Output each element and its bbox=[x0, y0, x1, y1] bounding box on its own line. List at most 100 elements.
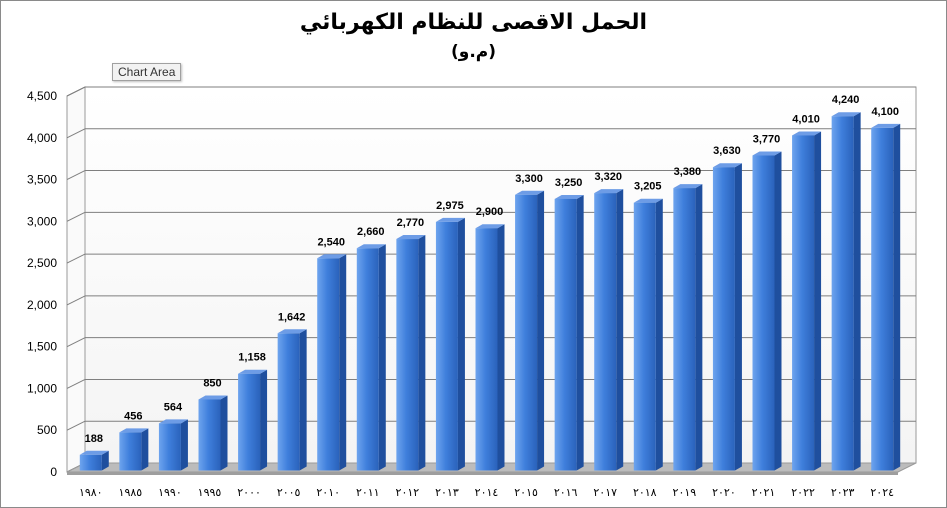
data-label: 3,770 bbox=[753, 133, 781, 145]
bar-front bbox=[356, 248, 379, 471]
gridline-diag bbox=[66, 211, 86, 222]
x-tick-label: ٢٠١٤ bbox=[475, 486, 499, 499]
x-tick-label: ٢٠٢٢ bbox=[791, 486, 815, 499]
x-tick-label: ١٩٩٠ bbox=[158, 486, 182, 499]
x-axis: ١٩٨٠ ١٩٨٥ ١٩٩٠ ١٩٩٥ ٢٠٠٠ ٢٠٠٥ ٢٠١٠ ٢٠١١ ٢٠١٢ ٢٠١٣… bbox=[79, 486, 894, 499]
data-label: 3,250 bbox=[555, 177, 583, 189]
bar-top bbox=[317, 254, 347, 259]
bar-side bbox=[537, 190, 545, 471]
bars bbox=[79, 112, 901, 471]
data-label: 3,320 bbox=[594, 171, 622, 183]
bar bbox=[356, 244, 386, 471]
x-tick-label: ٢٠٠٥ bbox=[277, 486, 301, 499]
y-tick-label: 3,500 bbox=[27, 173, 57, 187]
bar-front bbox=[396, 239, 419, 471]
gridline-diag bbox=[66, 295, 86, 306]
bar-side bbox=[339, 254, 347, 471]
data-label: 3,380 bbox=[674, 166, 702, 178]
bar-front bbox=[594, 193, 617, 471]
x-tick-label: ٢٠١٨ bbox=[633, 486, 657, 499]
bar bbox=[712, 163, 742, 471]
data-label: 3,205 bbox=[634, 181, 662, 193]
y-tick-label: 4,500 bbox=[27, 89, 57, 103]
y-tick-label: 4,000 bbox=[27, 131, 57, 145]
bar-side bbox=[853, 112, 861, 471]
data-label: 1,158 bbox=[238, 352, 266, 364]
chart-title: الحمل الاقصى للنظام الكهربائي bbox=[299, 10, 648, 35]
x-tick-label: ٢٠٠٠ bbox=[237, 486, 261, 499]
bar-top bbox=[554, 194, 584, 199]
bar-top bbox=[198, 395, 228, 400]
bar-side bbox=[814, 131, 822, 471]
bar-side bbox=[576, 194, 584, 471]
bar-front bbox=[158, 423, 181, 471]
y-axis: 0 500 1,000 1,500 2,000 2,500 3,000 3,500 4,000 4… bbox=[27, 89, 57, 479]
bar-top bbox=[119, 428, 149, 433]
gridline-diag bbox=[66, 378, 86, 389]
bar bbox=[435, 217, 465, 471]
bar bbox=[158, 419, 188, 471]
bar-top bbox=[277, 329, 307, 334]
data-label: 1,642 bbox=[278, 311, 306, 323]
bar bbox=[871, 123, 901, 471]
bar-top bbox=[831, 112, 861, 117]
bar-top bbox=[871, 123, 901, 128]
y-tick-label: 3,000 bbox=[27, 214, 57, 228]
bar-side bbox=[497, 224, 505, 471]
gridline-diag bbox=[66, 86, 86, 97]
data-label: 564 bbox=[164, 401, 183, 413]
bar-top bbox=[673, 184, 703, 189]
bar-front bbox=[475, 228, 498, 471]
bar-side bbox=[695, 184, 703, 471]
bar-top bbox=[356, 244, 386, 249]
bar-front bbox=[435, 221, 458, 471]
x-tick-label: ١٩٩٥ bbox=[198, 486, 222, 499]
bar bbox=[515, 190, 545, 471]
gridline-diag bbox=[66, 128, 86, 139]
bar-front bbox=[673, 188, 696, 471]
gridline-diag bbox=[66, 337, 86, 348]
data-label: 2,975 bbox=[436, 200, 464, 212]
bar bbox=[752, 151, 782, 471]
bar-front bbox=[633, 202, 656, 471]
bar-side bbox=[774, 151, 782, 471]
x-tick-label: ٢٠٢٣ bbox=[831, 486, 855, 499]
bar-side bbox=[893, 123, 901, 471]
data-label: 4,100 bbox=[871, 106, 899, 118]
bar bbox=[238, 369, 268, 471]
bar-front bbox=[277, 333, 300, 471]
bar-side bbox=[734, 163, 742, 471]
bar bbox=[792, 131, 822, 471]
data-label: 456 bbox=[124, 410, 142, 422]
bar bbox=[119, 428, 149, 471]
bar bbox=[633, 198, 663, 471]
y-tick-label: 1,500 bbox=[27, 340, 57, 354]
side-wall bbox=[66, 86, 86, 473]
x-tick-label: ٢٠١٥ bbox=[514, 486, 538, 499]
bar-top bbox=[712, 163, 742, 168]
data-label: 4,240 bbox=[832, 94, 860, 106]
x-tick-label: ٢٠١٣ bbox=[435, 486, 459, 499]
data-label: 2,660 bbox=[357, 226, 385, 238]
data-label: 2,770 bbox=[397, 217, 425, 229]
bar-top bbox=[79, 450, 109, 455]
bar-front bbox=[831, 116, 854, 471]
bar-top bbox=[238, 369, 268, 374]
x-tick-label: ٢٠١٢ bbox=[396, 486, 420, 499]
gridline-diag bbox=[66, 253, 86, 264]
x-tick-label: ١٩٨٠ bbox=[79, 486, 103, 499]
bar-side bbox=[418, 235, 426, 471]
y-tick-label: 2,500 bbox=[27, 256, 57, 270]
x-tick-label: ٢٠٢٠ bbox=[712, 486, 736, 499]
bar bbox=[554, 194, 584, 471]
y-tick-label: 1,000 bbox=[27, 381, 57, 395]
bar-top bbox=[633, 198, 663, 203]
x-tick-label: ٢٠١٦ bbox=[554, 486, 578, 499]
bar-front bbox=[871, 127, 894, 471]
gridline-diag bbox=[66, 420, 86, 431]
x-tick-label: ٢٠١٠ bbox=[316, 486, 340, 499]
data-label: 3,300 bbox=[515, 173, 543, 185]
bar-front bbox=[317, 258, 340, 471]
bar-side bbox=[141, 428, 149, 471]
